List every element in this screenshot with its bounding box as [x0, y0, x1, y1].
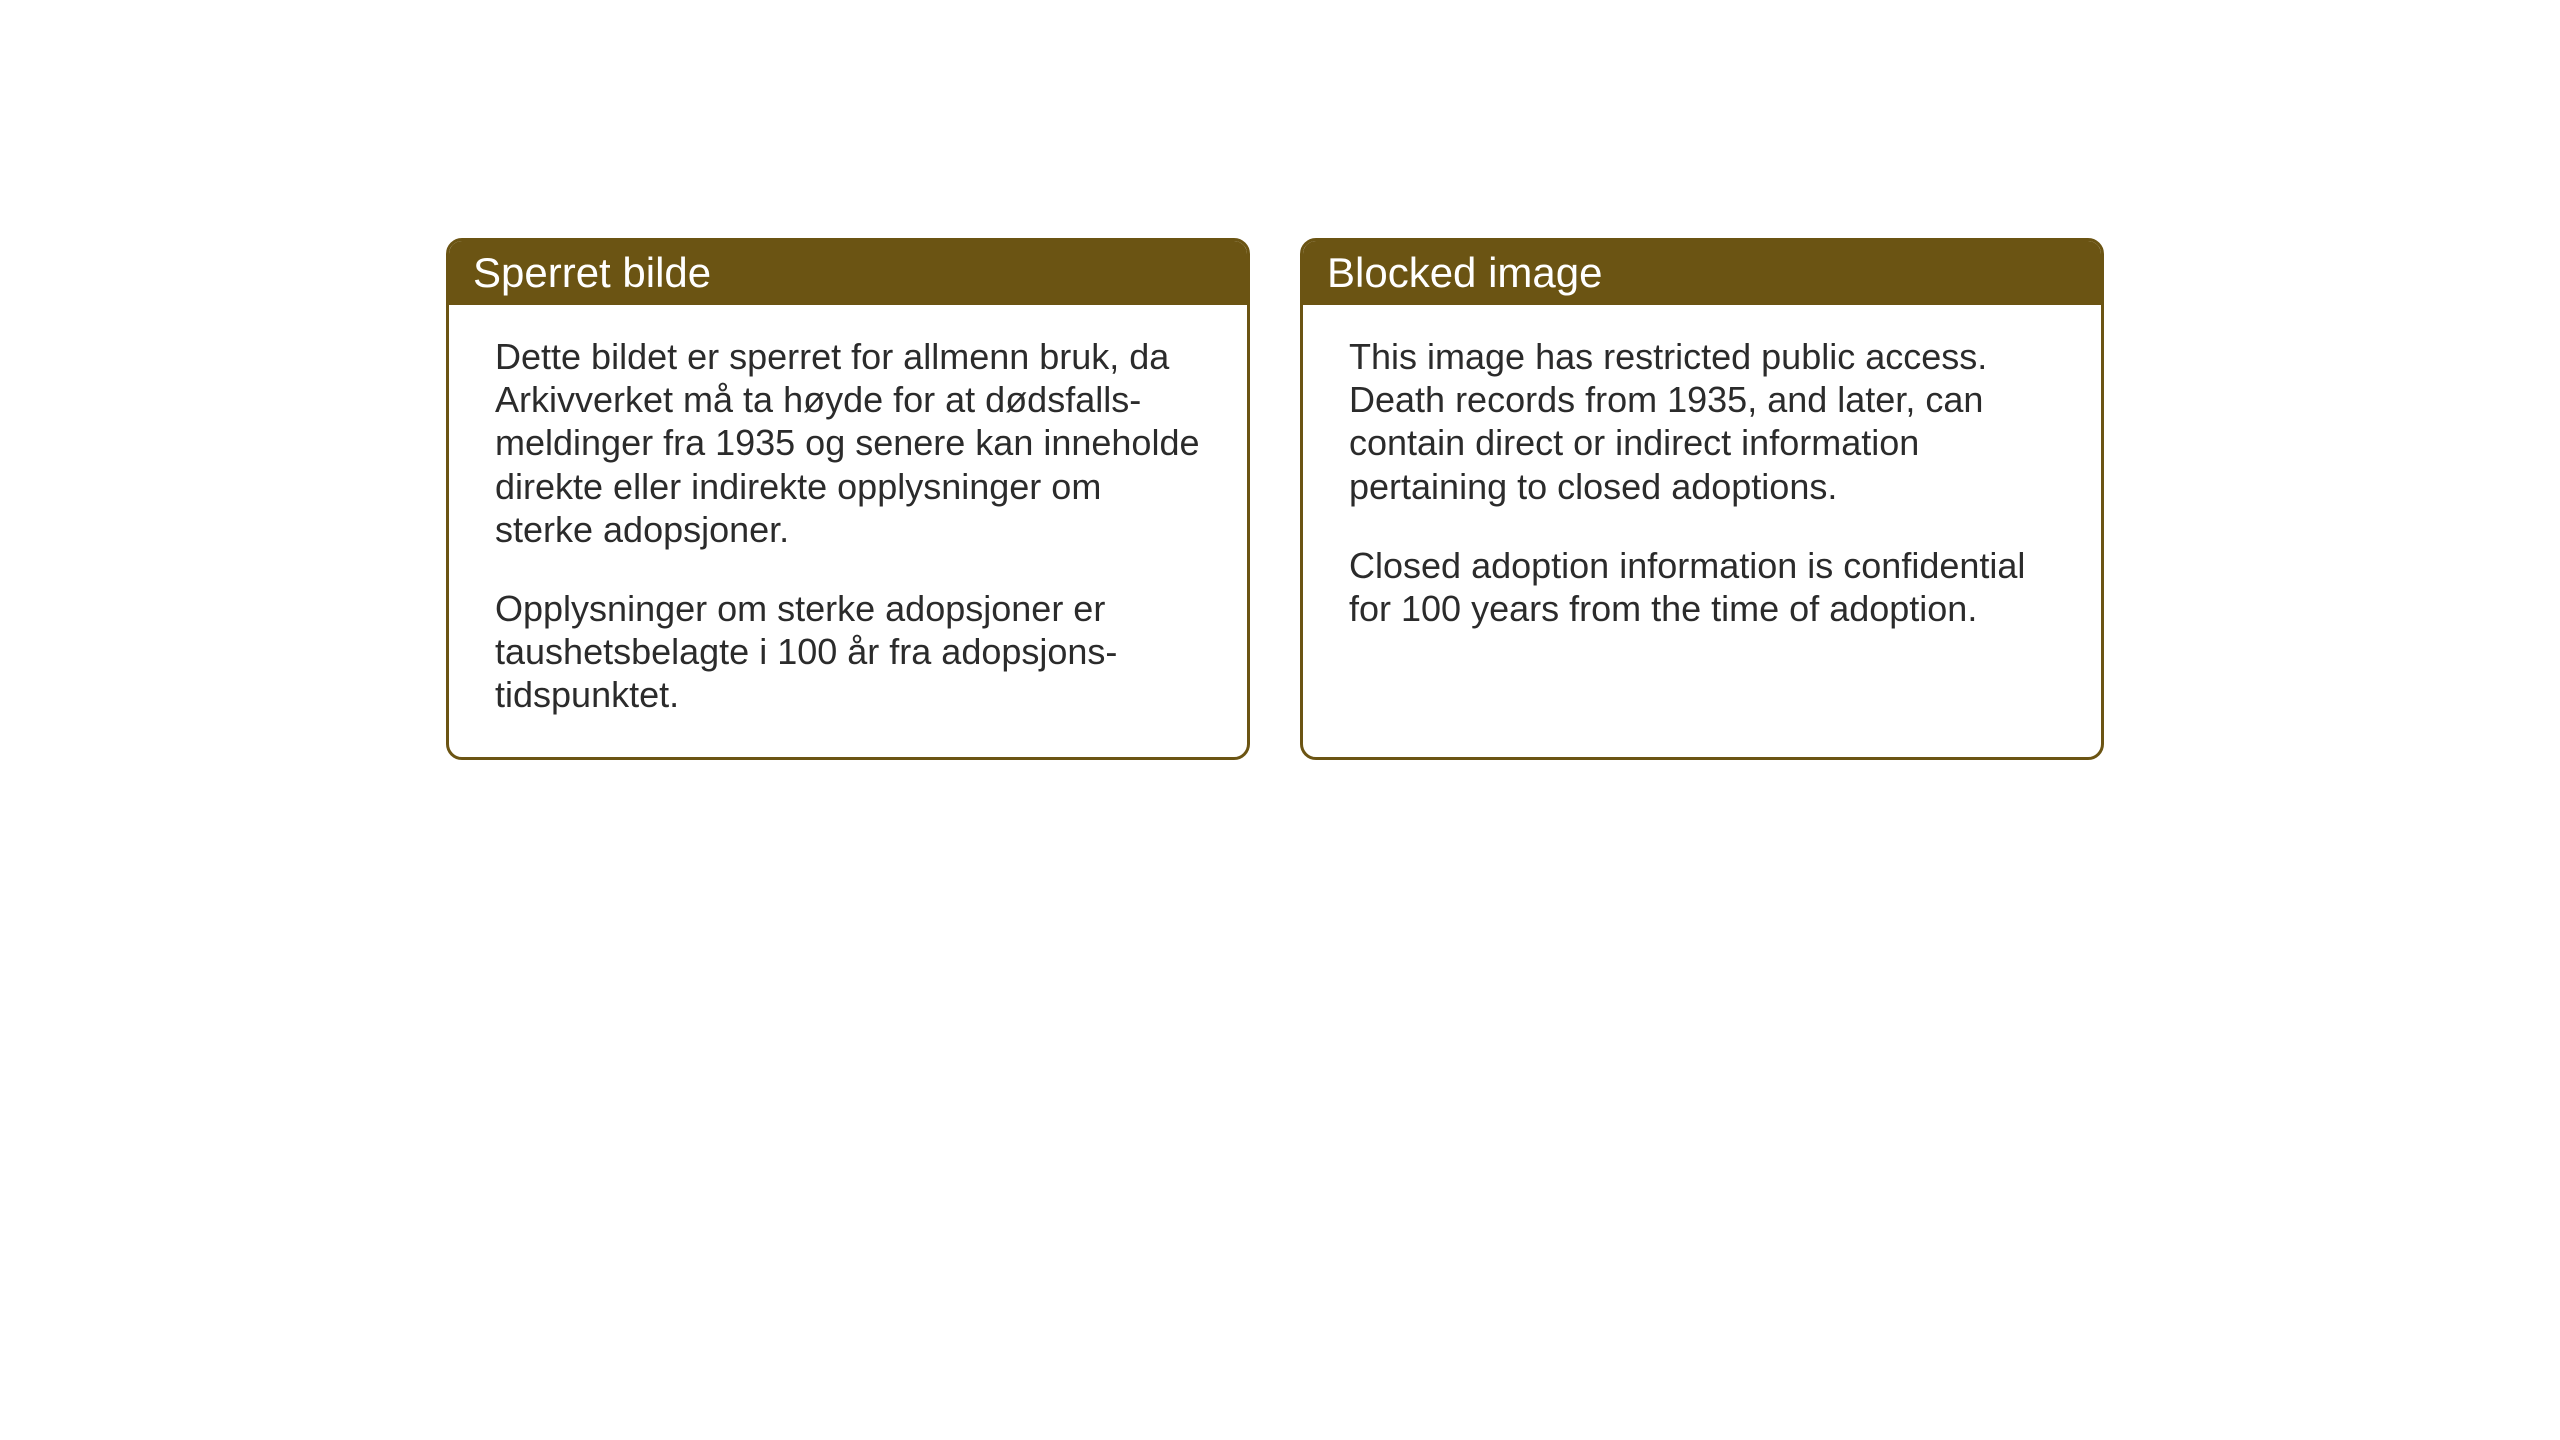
notice-card-norwegian: Sperret bilde Dette bildet er sperret fo…	[446, 238, 1250, 760]
notice-text-english-1: This image has restricted public access.…	[1349, 335, 2055, 508]
notice-text-norwegian-1: Dette bildet er sperret for allmenn bruk…	[495, 335, 1201, 551]
card-body-english: This image has restricted public access.…	[1303, 305, 2101, 725]
notice-card-english: Blocked image This image has restricted …	[1300, 238, 2104, 760]
card-header-english: Blocked image	[1303, 241, 2101, 305]
card-body-norwegian: Dette bildet er sperret for allmenn bruk…	[449, 305, 1247, 757]
notice-text-norwegian-2: Opplysninger om sterke adopsjoner er tau…	[495, 587, 1201, 717]
notice-container: Sperret bilde Dette bildet er sperret fo…	[446, 238, 2104, 760]
notice-text-english-2: Closed adoption information is confident…	[1349, 544, 2055, 630]
card-header-norwegian: Sperret bilde	[449, 241, 1247, 305]
